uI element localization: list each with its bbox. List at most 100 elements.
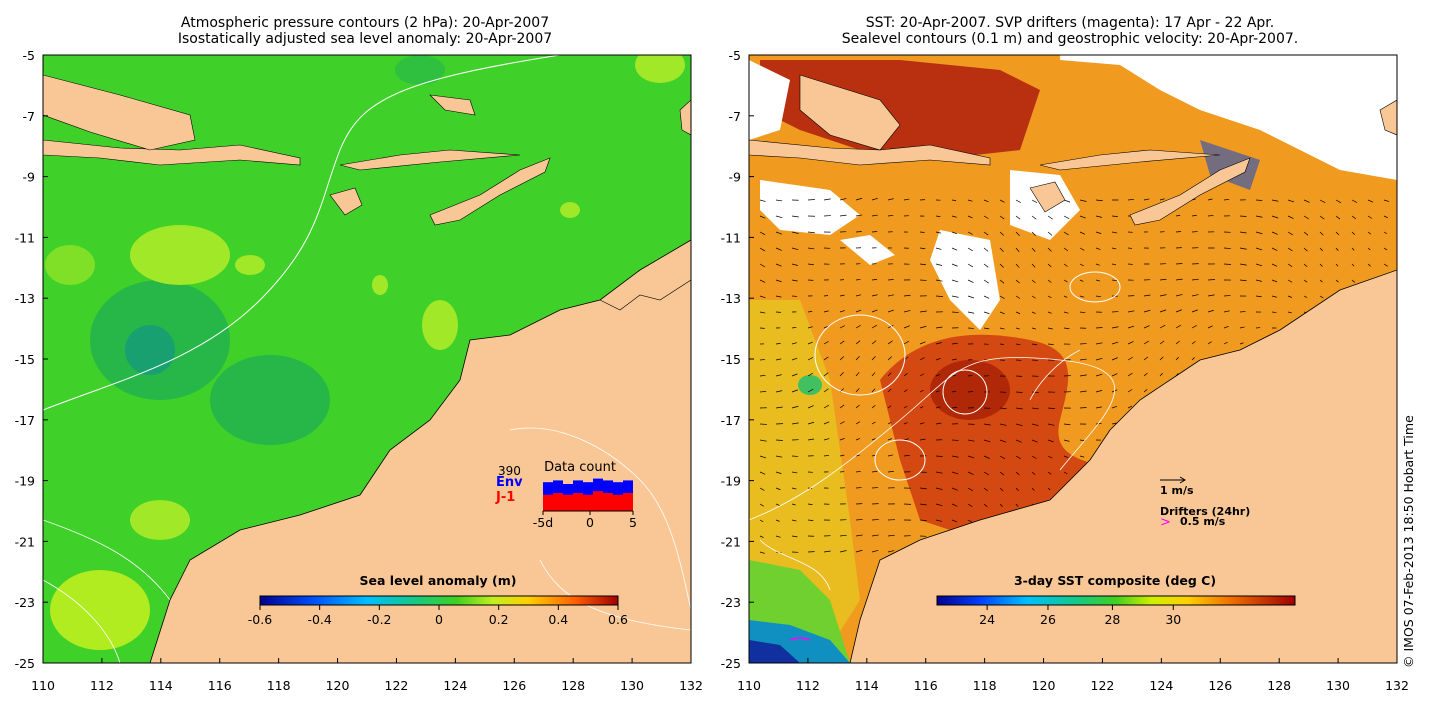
- y-tick-label: -9: [729, 170, 742, 185]
- velocity-vector: [1239, 342, 1244, 345]
- velocity-vector: [935, 295, 943, 297]
- y-tick-label: -23: [15, 595, 35, 610]
- y-tick-label: -21: [721, 534, 741, 549]
- velocity-scale-arrowhead: [1179, 476, 1186, 484]
- velocity-vector: [1063, 327, 1070, 330]
- credit-text: © IMOS 07-Feb-2013 18:50 Hobart Time: [1401, 415, 1416, 668]
- x-tick-label: 128: [1267, 678, 1291, 693]
- velocity-vector: [1255, 247, 1263, 251]
- velocity-vector: [871, 214, 878, 217]
- velocity-vector: [1063, 263, 1068, 267]
- velocity-vector: [1383, 263, 1388, 267]
- velocity-vector: [839, 356, 845, 361]
- velocity-vector: [1031, 343, 1038, 346]
- velocity-vector: [855, 231, 862, 233]
- velocity-vector: [1095, 199, 1103, 202]
- velocity-vector: [1079, 455, 1085, 458]
- velocity-vector: [1111, 279, 1117, 282]
- velocity-vector: [1319, 295, 1324, 299]
- cloud-mask: [840, 235, 895, 265]
- velocity-vector: [1319, 199, 1326, 204]
- velocity-vector: [999, 455, 1006, 460]
- velocity-vector: [1095, 406, 1102, 409]
- velocity-vector: [1079, 263, 1084, 267]
- sla-high-patch: [560, 202, 580, 218]
- velocity-vector: [1143, 325, 1150, 329]
- velocity-vector: [1367, 231, 1372, 235]
- velocity-vector: [791, 373, 798, 377]
- velocity-vector: [935, 374, 941, 377]
- velocity-vector: [983, 327, 990, 330]
- velocity-vector: [855, 214, 863, 217]
- velocity-vector: [1127, 405, 1133, 409]
- velocity-vector: [871, 340, 877, 345]
- velocity-vector: [935, 519, 943, 522]
- velocity-vector: [1015, 407, 1023, 410]
- velocity-vector: [1047, 439, 1054, 443]
- java-island: [749, 139, 991, 166]
- sla-high-patch: [130, 500, 190, 540]
- j1-count-bar: [623, 493, 633, 511]
- velocity-vector: [1143, 294, 1151, 297]
- velocity-vector: [967, 263, 974, 268]
- velocity-vector: [999, 407, 1007, 410]
- velocity-vector: [1191, 294, 1199, 297]
- velocity-vector: [1111, 406, 1118, 409]
- x-tick-label: 128: [561, 678, 585, 693]
- velocity-vector: [887, 214, 894, 217]
- velocity-vector: [775, 535, 781, 538]
- colorbar-tick-label: 0: [435, 612, 443, 627]
- data-count-max: 390: [498, 464, 521, 478]
- velocity-vector: [759, 311, 766, 314]
- velocity-vector: [775, 390, 783, 393]
- velocity-vector: [871, 421, 876, 425]
- velocity-vector: [1143, 198, 1150, 201]
- velocity-vector: [807, 388, 814, 393]
- velocity-vector: [1047, 487, 1051, 491]
- velocity-vector: [1063, 455, 1069, 459]
- data-count-tick-label: -5d: [533, 515, 553, 530]
- velocity-vector: [1079, 358, 1087, 361]
- velocity-vector: [983, 263, 989, 268]
- velocity-vector: [823, 421, 830, 425]
- velocity-vector: [759, 439, 767, 442]
- velocity-vector: [903, 389, 908, 393]
- velocity-vector: [1159, 324, 1166, 329]
- velocity-vector: [1191, 340, 1196, 345]
- velocity-vector: [839, 325, 845, 329]
- velocity-vector: [1031, 423, 1039, 426]
- sealevel-contour: [874, 439, 926, 481]
- velocity-vector: [1335, 263, 1339, 267]
- velocity-vector: [1047, 311, 1052, 314]
- velocity-vector: [1303, 279, 1308, 283]
- velocity-vector: [1287, 279, 1293, 283]
- y-tick-label: -13: [15, 291, 35, 306]
- velocity-vector: [887, 388, 892, 393]
- velocity-vector: [1047, 423, 1055, 426]
- y-tick-label: -15: [721, 352, 741, 367]
- velocity-vector: [1127, 389, 1133, 393]
- velocity-vector: [935, 406, 941, 409]
- velocity-vector: [791, 279, 798, 282]
- cold-cloud-edge: [1200, 140, 1260, 190]
- warm-sst-core: [930, 360, 1010, 420]
- velocity-vector: [1159, 356, 1164, 361]
- velocity-vector: [967, 311, 975, 314]
- sla-map: [43, 55, 691, 663]
- velocity-vector: [1191, 325, 1197, 329]
- velocity-vector: [1383, 199, 1390, 202]
- sla-high-patch: [422, 300, 458, 350]
- velocity-vector: [759, 471, 766, 475]
- velocity-vector: [983, 455, 990, 459]
- x-tick-label: 112: [90, 678, 114, 693]
- velocity-vector: [983, 311, 990, 314]
- velocity-vector: [1047, 247, 1052, 252]
- velocity-vector: [1079, 311, 1086, 314]
- y-tick-label: -23: [721, 595, 741, 610]
- sealevel-contour: [1029, 349, 1081, 401]
- velocity-vector: [839, 310, 845, 313]
- velocity-vector: [983, 279, 989, 284]
- velocity-vector: [1031, 231, 1036, 236]
- velocity-vector: [999, 215, 1005, 220]
